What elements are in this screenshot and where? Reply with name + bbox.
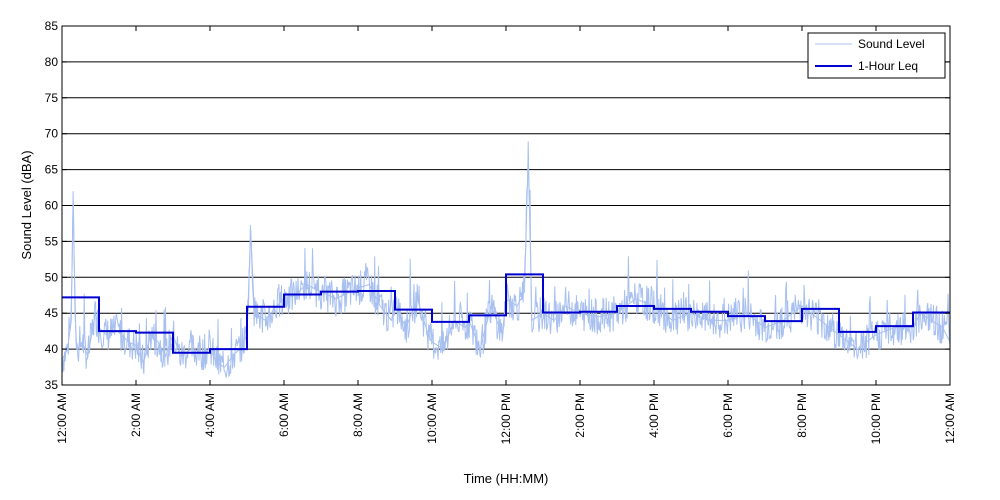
x-tick-label: 2:00 PM: [573, 393, 587, 438]
y-axis-label: Sound Level (dBA): [19, 150, 34, 259]
x-tick-label: 6:00 PM: [721, 393, 735, 438]
x-tick-label: 10:00 PM: [869, 393, 883, 444]
y-tick-label: 65: [45, 163, 59, 177]
legend-box: [807, 32, 946, 79]
x-tick-label: 8:00 PM: [795, 393, 809, 438]
x-axis-label: Time (HH:MM): [464, 471, 549, 486]
y-tick-label: 40: [45, 342, 59, 356]
x-tick-label: 4:00 AM: [203, 393, 217, 437]
x-tick-label: 12:00 AM: [55, 393, 69, 444]
x-tick-label: 4:00 PM: [647, 393, 661, 438]
x-tick-label: 6:00 AM: [277, 393, 291, 437]
x-tick-label: 12:00 PM: [499, 393, 513, 444]
leq-step-line: [62, 273, 950, 354]
y-tick-label: 50: [45, 270, 59, 284]
x-tick-label: 10:00 AM: [425, 393, 439, 444]
x-tick-label: 8:00 AM: [351, 393, 365, 437]
legend: Sound Level 1-Hour Leq: [807, 32, 946, 79]
x-tick-label: 2:00 AM: [129, 393, 143, 437]
x-tick-label: 12:00 AM: [943, 393, 957, 444]
legend-label-sound-level: Sound Level: [858, 37, 925, 51]
y-tick-label: 60: [45, 199, 59, 213]
legend-label-leq: 1-Hour Leq: [858, 59, 918, 73]
y-tick-label: 55: [45, 234, 59, 248]
y-tick-label: 45: [45, 306, 59, 320]
leq-series: [62, 273, 950, 354]
y-tick-label: 80: [45, 55, 59, 69]
x-axis-ticks: 12:00 AM 2:00 AM 4:00 AM 6:00 AM 8:00 AM 10:0…: [55, 26, 957, 444]
y-tick-label: 75: [45, 91, 59, 105]
y-tick-label: 85: [45, 19, 59, 33]
y-axis-ticks: 35 40 45 50 55 60 65 70 75 80 85: [45, 19, 950, 392]
y-tick-label: 70: [45, 127, 59, 141]
y-tick-label: 35: [45, 378, 59, 392]
